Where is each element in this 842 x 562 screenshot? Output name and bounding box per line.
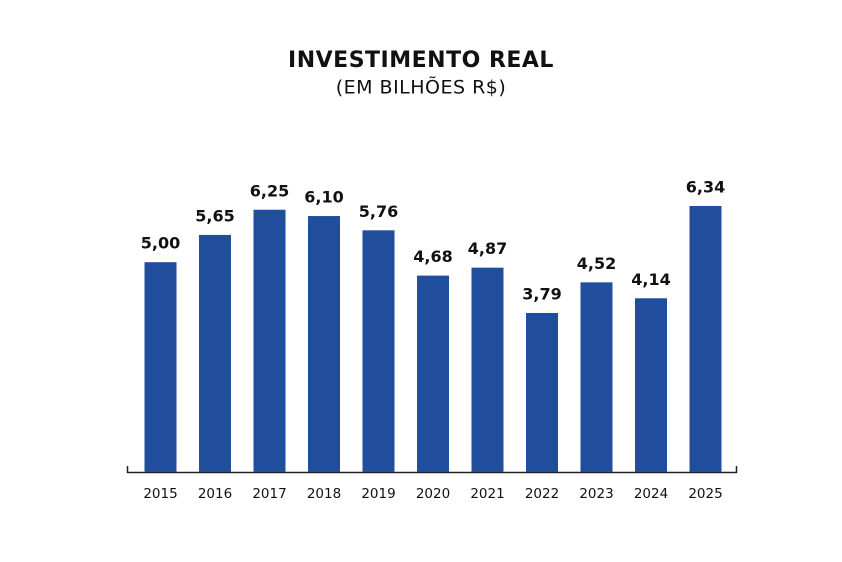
value-label: 4,87 [468,239,507,258]
bar [689,205,722,472]
bar [362,230,395,472]
x-tick-label: 2022 [525,486,559,502]
x-tick-label: 2018 [307,486,341,502]
bar [308,216,340,472]
x-tick-label: 2020 [416,486,450,502]
x-tick-label: 2025 [688,486,722,502]
bar [471,267,504,472]
x-tick-label: 2019 [361,486,395,502]
x-tick-label: 2023 [579,486,613,502]
bar [635,298,667,472]
bar [144,262,177,472]
value-label: 5,00 [141,234,180,253]
x-tick-label: 2015 [143,486,177,502]
chart-title: INVESTIMENTO REAL [288,48,554,73]
bar [253,209,286,472]
value-label: 4,52 [577,254,616,273]
value-label: 5,76 [359,202,398,221]
value-label: 3,79 [522,284,561,303]
bar [417,275,449,472]
value-label: 6,10 [304,188,343,207]
value-label: 6,25 [250,181,289,200]
value-label: 4,68 [413,247,452,266]
value-label: 4,14 [631,270,670,289]
x-tick-label: 2017 [252,486,286,502]
chart-subtitle: (EM BILHÕES R$) [336,76,507,99]
value-label: 6,34 [686,177,725,196]
value-label: 5,65 [195,206,234,225]
bar [199,234,231,472]
x-tick-label: 2024 [634,486,668,502]
bar [580,282,613,472]
x-tick-label: 2016 [198,486,232,502]
bar [526,312,558,472]
x-tick-label: 2021 [470,486,504,502]
x-axis [126,466,738,474]
